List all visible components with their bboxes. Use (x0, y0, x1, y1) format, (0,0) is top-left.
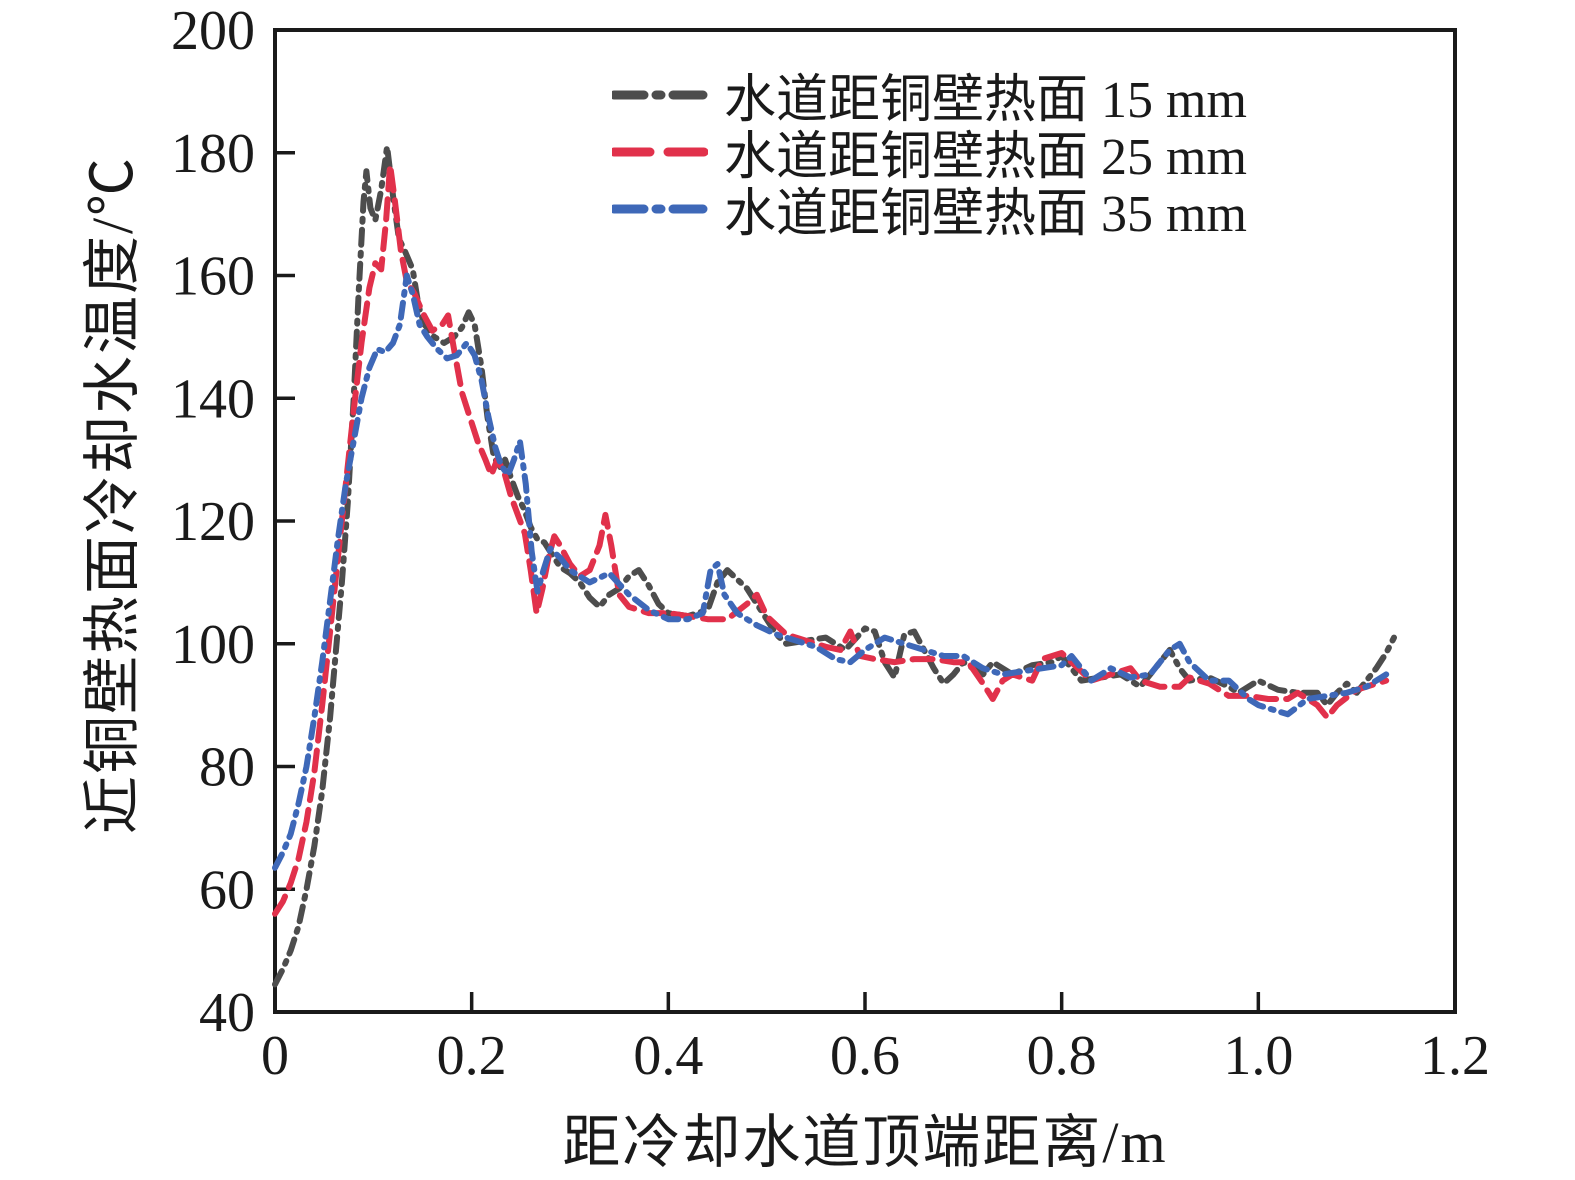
legend-item-15mm: 水道距铜壁热面 15 mm (612, 66, 1247, 129)
x-tick-label: 0.4 (633, 1025, 703, 1087)
y-tick-label: 120 (171, 491, 255, 553)
y-tick-label: 60 (199, 859, 255, 921)
x-axis-title: 距冷却水道顶端距离/m (562, 1110, 1168, 1175)
legend-item-25mm: 水道距铜壁热面 25 mm (612, 123, 1247, 186)
y-tick-label: 140 (171, 368, 255, 430)
legend-label-15mm: 水道距铜壁热面 15 mm (724, 72, 1247, 129)
legend-label-25mm: 水道距铜壁热面 25 mm (724, 129, 1247, 186)
plot-frame (273, 28, 1457, 1014)
x-tick-label: 1.2 (1420, 1025, 1490, 1087)
y-tick-label: 180 (171, 123, 255, 185)
series-line-35mm (272, 272, 1390, 871)
y-tick-label: 80 (199, 737, 255, 799)
x-tick-label: 0.8 (1027, 1025, 1097, 1087)
x-tick-label: 0.2 (437, 1025, 507, 1087)
x-tick-label: 0 (261, 1025, 289, 1087)
legend-line-sample-icon (612, 90, 708, 99)
series-line-15mm (272, 143, 1397, 988)
y-tick-label: 160 (171, 246, 255, 308)
y-tick-label: 200 (171, 0, 255, 62)
legend-label-35mm: 水道距铜壁热面 35 mm (724, 186, 1247, 243)
legend-item-35mm: 水道距铜壁热面 35 mm (612, 180, 1247, 243)
y-tick-label: 40 (199, 982, 255, 1044)
y-axis-title: 近铜壁热面冷却水温度/℃ (80, 155, 145, 835)
legend-line-sample-icon (612, 204, 708, 213)
y-tick-label: 100 (171, 614, 255, 676)
x-tick-label: 0.6 (830, 1025, 900, 1087)
series-line-25mm (272, 162, 1390, 917)
x-tick-label: 1.0 (1223, 1025, 1293, 1087)
legend-line-sample-icon (612, 147, 708, 156)
legend: 水道距铜壁热面 15 mm 水道距铜壁热面 25 mm 水道距铜壁热面 35 m… (612, 66, 1247, 243)
